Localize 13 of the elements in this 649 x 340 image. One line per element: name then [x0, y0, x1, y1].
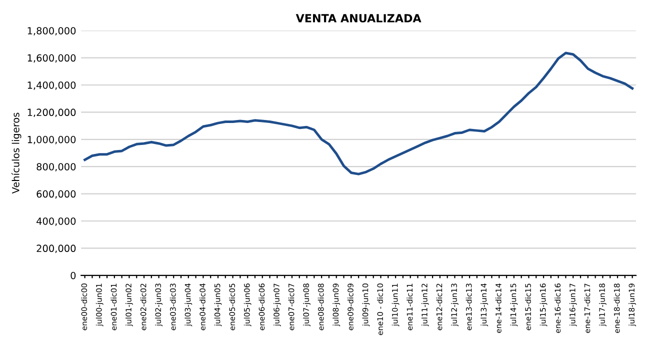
- line-series: [84, 52, 634, 176]
- y-tick-label: 200,000: [36, 244, 76, 254]
- y-tick-label: 1,800,000: [28, 27, 76, 36]
- y-tick-label: 600,000: [36, 190, 76, 199]
- y-tick-label: 1,000,000: [28, 136, 76, 144]
- y-axis-title: Vehículos ligeros: [11, 112, 22, 194]
- y-tick-label: 1,200,000: [28, 108, 76, 118]
- y-tick-label: 1,400,000: [28, 81, 76, 90]
- y-tick-label: 800,000: [36, 163, 76, 172]
- y-tick-label: 400,000: [36, 217, 76, 226]
- y-tick-label: 1,600,000: [28, 54, 76, 63]
- y-tick-label: 0: [70, 272, 76, 280]
- chart-title: VENTA ANUALIZADA: [296, 14, 422, 22]
